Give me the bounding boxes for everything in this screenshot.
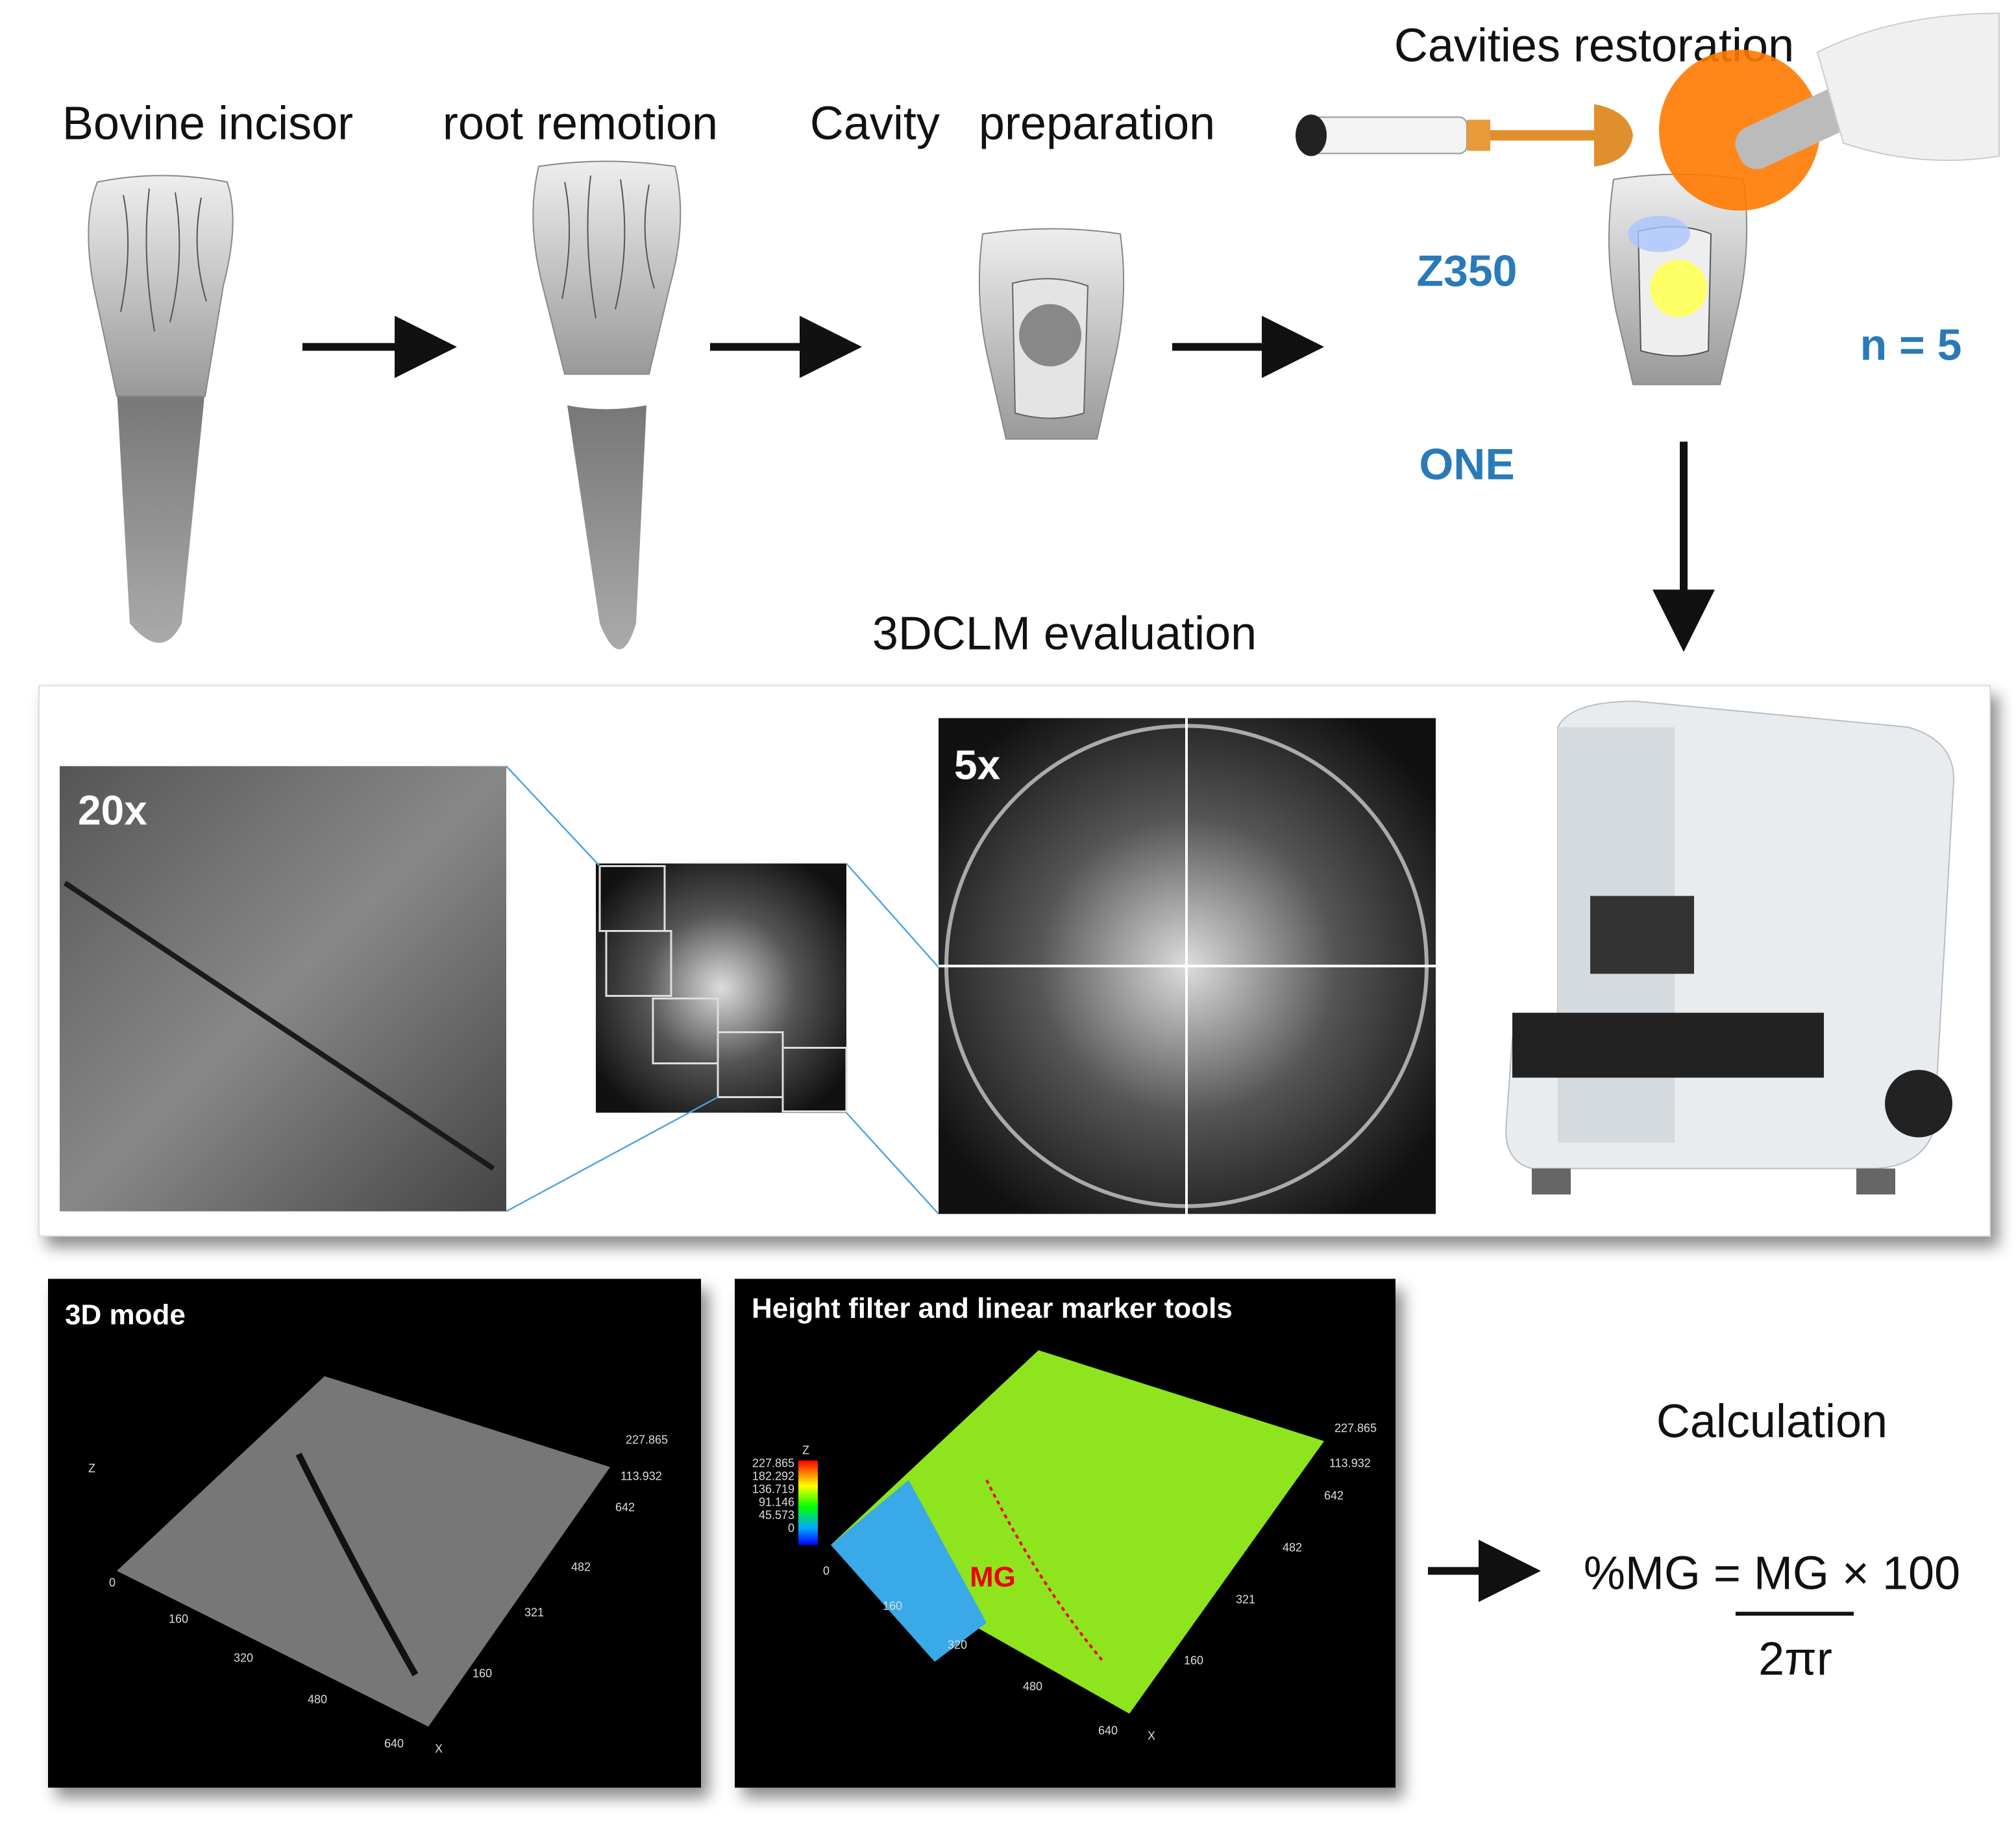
- scale-label: 182.292: [752, 1470, 794, 1483]
- microscope: [1505, 700, 1955, 1195]
- z-tick: 113.932: [1329, 1457, 1371, 1470]
- curing-light: [1659, 12, 2000, 211]
- y-tick: 642: [615, 1501, 635, 1514]
- image-overview: [596, 863, 846, 1113]
- axis-labels: Z X 227.865 113.932 642 482 321 160 0 16…: [88, 1422, 1377, 1756]
- magnification: 5x: [954, 742, 1001, 789]
- x-tick: 320: [948, 1639, 967, 1652]
- y-tick: 642: [1324, 1489, 1344, 1502]
- x-tick: 0: [823, 1565, 830, 1578]
- y-tick: 321: [1236, 1593, 1255, 1606]
- tooth: [532, 160, 682, 650]
- x-label: X: [1148, 1730, 1155, 1743]
- x-tick: 480: [308, 1693, 327, 1706]
- x-tick: 160: [169, 1613, 188, 1626]
- step-label: root remotion: [443, 98, 718, 150]
- panel-title: Height filter and linear marker tools: [752, 1293, 1233, 1325]
- scale-label: 0: [788, 1522, 794, 1535]
- step-label: Cavity preparation: [810, 98, 1215, 150]
- z-tick: 227.865: [626, 1434, 668, 1447]
- x-label: X: [435, 1743, 443, 1756]
- x-tick: 160: [883, 1600, 902, 1613]
- z-label: Z: [88, 1462, 95, 1475]
- scale-label: 227.865: [752, 1457, 794, 1470]
- x-tick: 320: [234, 1652, 253, 1665]
- evaluation-title: 3DCLM evaluation: [872, 608, 1257, 660]
- x-tick: 0: [109, 1576, 116, 1589]
- formula-denominator: 2πr: [1758, 1634, 1832, 1685]
- formula-numerator: %MG = MG × 100: [1584, 1548, 1960, 1600]
- material: Z350: [1417, 247, 1518, 296]
- step-label: Bovine incisor: [62, 98, 353, 150]
- panel-title: 3D mode: [65, 1299, 186, 1331]
- x-tick: 640: [1098, 1724, 1118, 1737]
- y-tick: 160: [1184, 1654, 1203, 1667]
- y-tick: 482: [1283, 1541, 1302, 1554]
- annotation: MG: [970, 1561, 1016, 1593]
- sample-size: n = 5: [1860, 321, 1962, 370]
- tooth: [88, 175, 234, 643]
- tooth: [978, 228, 1125, 440]
- material: ONE: [1419, 440, 1514, 489]
- calculation-title: Calculation: [1656, 1396, 1887, 1448]
- y-tick: 160: [473, 1667, 492, 1680]
- magnification: 20x: [78, 787, 147, 834]
- x-tick: 480: [1023, 1680, 1042, 1693]
- y-tick: 482: [571, 1561, 591, 1574]
- y-tick: 321: [524, 1606, 544, 1619]
- scale-label: 91.146: [759, 1496, 794, 1509]
- x-tick: 640: [384, 1737, 404, 1750]
- scale-label: 45.573: [759, 1509, 794, 1522]
- image-20x: [60, 766, 506, 1212]
- syringe: [1296, 104, 1633, 167]
- tooth: [1608, 173, 1748, 386]
- z-tick: 227.865: [1334, 1422, 1377, 1435]
- z-tick: 113.932: [621, 1470, 662, 1483]
- z-label: Z: [802, 1444, 809, 1457]
- scale-label: 136.719: [752, 1483, 794, 1496]
